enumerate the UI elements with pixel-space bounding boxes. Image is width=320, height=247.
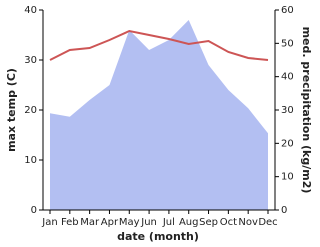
y2-tick-label: 50 — [281, 38, 294, 49]
x-tick-label: Nov — [238, 217, 258, 228]
y2-axis-label: med. precipitation (kg/m2) — [300, 27, 313, 194]
precipitation-area — [50, 20, 268, 210]
y2-tick-label: 60 — [281, 5, 294, 16]
x-axis-label: date (month) — [117, 230, 199, 243]
x-tick-label: Sep — [199, 217, 218, 228]
x-tick-label: Jul — [162, 217, 175, 228]
y-tick-label: 30 — [24, 55, 37, 66]
y2-tick-label: 30 — [281, 105, 294, 116]
x-tick-label: Apr — [101, 217, 119, 228]
x-tick-label: May — [119, 217, 140, 228]
x-tick-label: Aug — [179, 217, 199, 228]
x-tick-label: Jan — [41, 217, 57, 228]
y-tick-label: 10 — [24, 155, 37, 166]
y2-tick-label: 0 — [281, 205, 287, 216]
y2-tick-label: 20 — [281, 138, 294, 149]
y2-tick-label: 10 — [281, 172, 294, 183]
x-tick-label: Oct — [220, 217, 237, 228]
y-axis-label: max temp (C) — [5, 68, 18, 152]
x-tick-label: Feb — [61, 217, 79, 228]
x-tick-label: Jun — [140, 217, 157, 228]
y2-tick-label: 40 — [281, 72, 294, 83]
y-tick-label: 0 — [31, 205, 37, 216]
y-tick-label: 20 — [24, 105, 37, 116]
x-tick-label: Mar — [80, 217, 100, 228]
y-tick-label: 40 — [24, 5, 37, 16]
x-tick-label: Dec — [258, 217, 277, 228]
temperature-line — [49, 29, 269, 61]
